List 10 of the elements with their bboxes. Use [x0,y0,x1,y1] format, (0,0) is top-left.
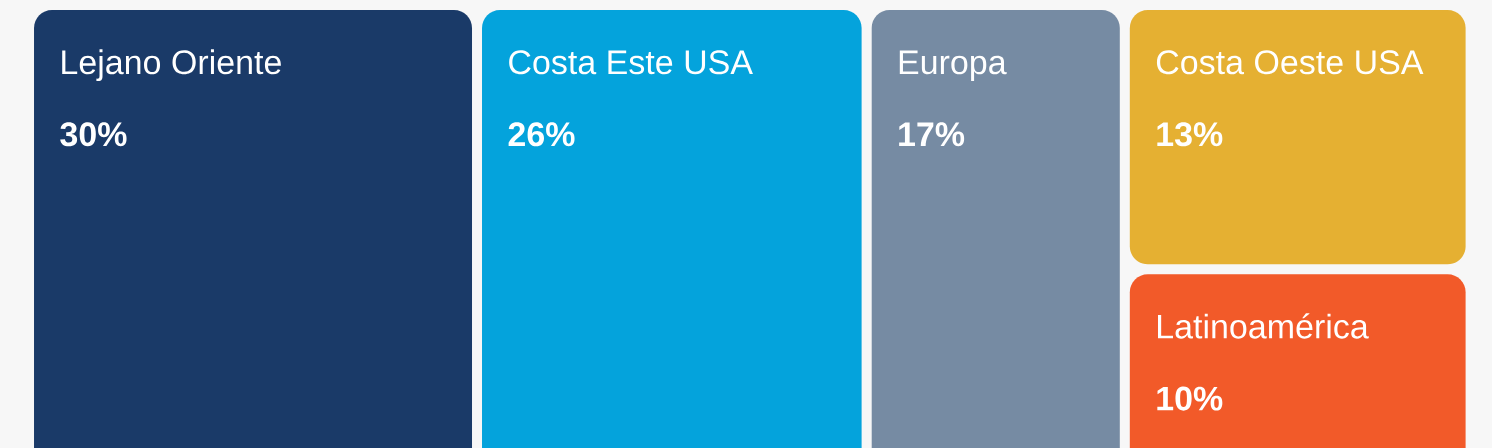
category-label: Europa [899,50,1007,82]
category-label: Costa Este USA [509,50,753,75]
data-label: 10% [1157,386,1223,411]
data-label: 26% [508,122,575,147]
data-label: 13% [1157,122,1223,147]
data-label: 17% [899,122,965,147]
category-label: Latinoamérica [1158,313,1369,339]
category-label: Lejano Oriente [62,49,281,82]
category-label: Costa Oeste USA [1156,50,1424,75]
data-label: 30% [60,122,127,147]
